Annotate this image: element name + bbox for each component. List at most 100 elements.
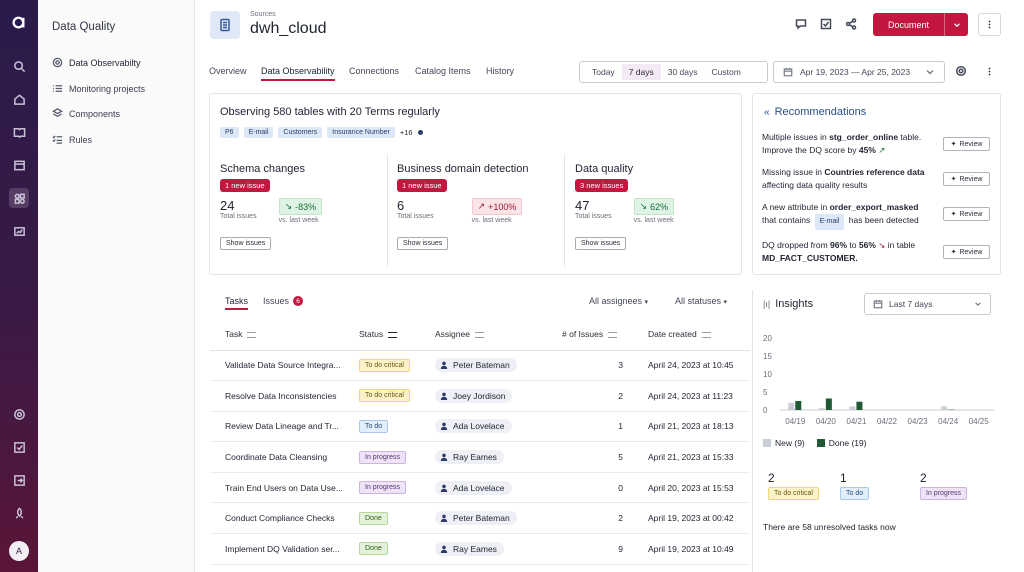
table-row[interactable]: Resolve Data Inconsistencies To do critic…	[210, 380, 750, 412]
chevron-down-icon	[975, 302, 981, 306]
task-name[interactable]: Review Data Lineage and Tr...	[210, 411, 344, 443]
export-icon[interactable]	[9, 470, 29, 490]
table-row[interactable]: Conduct Compliance Checks Done Peter Batem…	[210, 502, 750, 535]
column-header-status[interactable]: Status	[344, 318, 420, 351]
table-row[interactable]: Validate Data Source Integra... To do cri…	[210, 350, 750, 382]
task-name[interactable]: Train End Users on Data Use...	[210, 472, 344, 504]
new-issue-badge[interactable]: 1 new issue	[220, 179, 270, 192]
task-name[interactable]: Validate Data Source Integra...	[210, 350, 344, 382]
task-name[interactable]: Implement DQ Validation ser...	[210, 533, 344, 565]
show-issues-button[interactable]: Show issues	[220, 237, 272, 250]
range-today[interactable]: Today	[592, 67, 615, 77]
assignee-chip[interactable]: Peter Bateman	[435, 511, 517, 526]
new-issue-badge[interactable]: 1 new issue	[397, 179, 447, 192]
share-icon[interactable]	[843, 16, 859, 32]
show-issues-button[interactable]: Show issues	[397, 237, 449, 250]
bar-new-04-24	[941, 406, 948, 410]
assignees-filter[interactable]: All assignees ▾	[589, 296, 649, 306]
recommendations-title: Recommendations	[774, 106, 867, 118]
status-badge[interactable]: In progress	[359, 450, 407, 464]
status-badge[interactable]: To do	[359, 419, 389, 433]
gear-icon[interactable]	[953, 63, 969, 79]
status-badge[interactable]: In progress	[359, 481, 407, 495]
tasks-icon[interactable]	[9, 437, 29, 457]
column-header-task[interactable]: Task	[210, 318, 344, 351]
table-row[interactable]: Review Data Lineage and Tr... To do Ada Lo…	[210, 411, 750, 443]
range-7-days[interactable]: 7 days	[621, 64, 661, 80]
status-badge[interactable]: Done	[359, 542, 388, 556]
tab-catalog-items[interactable]: Catalog Items	[415, 66, 471, 76]
settings-icon[interactable]	[9, 404, 29, 424]
new-issue-badge[interactable]: 3 new issues	[575, 179, 629, 192]
double-chevron-left-icon[interactable]: «	[764, 106, 770, 118]
tab-history[interactable]: History	[486, 66, 515, 76]
assignee-chip[interactable]: Joey Jordison	[435, 388, 513, 403]
assignee-chip[interactable]: Ray Eames	[435, 450, 504, 465]
home-icon[interactable]	[9, 89, 29, 109]
date-range-picker[interactable]: Apr 19, 2023 — Apr 25, 2023	[773, 61, 945, 83]
tab-data-observability[interactable]: Data Observability	[261, 66, 335, 81]
column-header-issues[interactable]: # of Issues	[547, 318, 633, 351]
table-row[interactable]: Coordinate Data Cleansing In progress Ray …	[210, 441, 750, 473]
nav-item-monitoring-projects[interactable]: Monitoring projects	[52, 83, 145, 94]
term-tag[interactable]: E-mail	[243, 127, 274, 138]
task-name[interactable]: Resolve Data Inconsistencies	[210, 380, 344, 412]
status-badge[interactable]: To do critical	[359, 358, 410, 372]
status-badge[interactable]: To do critical	[359, 389, 410, 403]
column-header-assignee[interactable]: Assignee	[420, 318, 547, 351]
review-button[interactable]: ✦ Review	[943, 207, 990, 221]
chevron-down-icon[interactable]	[945, 13, 968, 36]
table-row[interactable]: Train End Users on Data Use... In progres…	[210, 472, 750, 504]
summary-label[interactable]: To do critical	[768, 487, 819, 500]
document-button[interactable]: Document	[873, 13, 968, 36]
nav-item-data-observability[interactable]: Data Observabilty	[52, 57, 141, 68]
book-icon[interactable]	[9, 122, 29, 142]
summary-label[interactable]: In progress	[920, 487, 968, 500]
tab-issues[interactable]: Issues 6	[263, 296, 304, 306]
tab-connections[interactable]: Connections	[349, 66, 400, 76]
data-quality-icon[interactable]	[9, 188, 29, 208]
tab-tasks[interactable]: Tasks	[225, 296, 249, 310]
app-logo-icon[interactable]	[9, 12, 29, 32]
term-tag[interactable]: Customers	[278, 127, 323, 138]
range-custom[interactable]: Custom	[711, 67, 741, 77]
show-issues-button[interactable]: Show issues	[575, 237, 627, 250]
review-button[interactable]: ✦ Review	[943, 245, 990, 259]
status-badge[interactable]: Done	[359, 511, 388, 525]
insights-period-select[interactable]: Last 7 days	[864, 293, 991, 315]
term-tag[interactable]: E-mail	[814, 213, 845, 230]
assignee-chip[interactable]: Ray Eames	[435, 541, 504, 556]
tab-overview[interactable]: Overview	[209, 66, 247, 76]
catalog-icon[interactable]	[9, 155, 29, 175]
task-issue-count: 2	[547, 380, 633, 412]
task-name[interactable]: Coordinate Data Cleansing	[210, 441, 344, 473]
checklist-icon[interactable]	[818, 16, 834, 32]
statuses-filter[interactable]: All statuses ▾	[675, 296, 728, 306]
breadcrumb[interactable]: Sources	[250, 11, 276, 18]
kebab-icon[interactable]	[981, 63, 997, 79]
assignee-chip[interactable]: Ada Lovelace	[435, 480, 512, 495]
summary-label[interactable]: To do	[840, 487, 870, 500]
nav-item-rules[interactable]: Rules	[52, 134, 92, 145]
document-button-label[interactable]: Document	[873, 13, 945, 36]
assignee-chip[interactable]: Peter Bateman	[435, 358, 517, 373]
range-30-days[interactable]: 30 days	[667, 67, 698, 77]
task-name[interactable]: Conduct Compliance Checks	[210, 502, 344, 535]
search-icon[interactable]	[9, 56, 29, 76]
column-header-date-created[interactable]: Date created	[633, 318, 750, 351]
user-avatar[interactable]: A	[9, 541, 29, 561]
kebab-icon	[988, 20, 991, 29]
term-tag[interactable]: Insurance Number	[327, 127, 395, 138]
table-row[interactable]: Implement DQ Validation ser... Done Ray Ea…	[210, 533, 750, 565]
review-button[interactable]: ✦ Review	[943, 172, 990, 186]
more-tags-icon[interactable]	[417, 130, 423, 135]
rocket-icon[interactable]	[9, 503, 29, 523]
review-button[interactable]: ✦ Review	[943, 137, 990, 151]
term-tag[interactable]: P6	[220, 127, 239, 138]
nav-item-components[interactable]: Components	[52, 108, 120, 119]
more-options-button[interactable]	[978, 13, 1001, 36]
comment-icon[interactable]	[793, 16, 809, 32]
reports-icon[interactable]	[9, 221, 29, 241]
more-tags-count[interactable]: +16	[399, 128, 413, 137]
assignee-chip[interactable]: Ada Lovelace	[435, 419, 512, 434]
